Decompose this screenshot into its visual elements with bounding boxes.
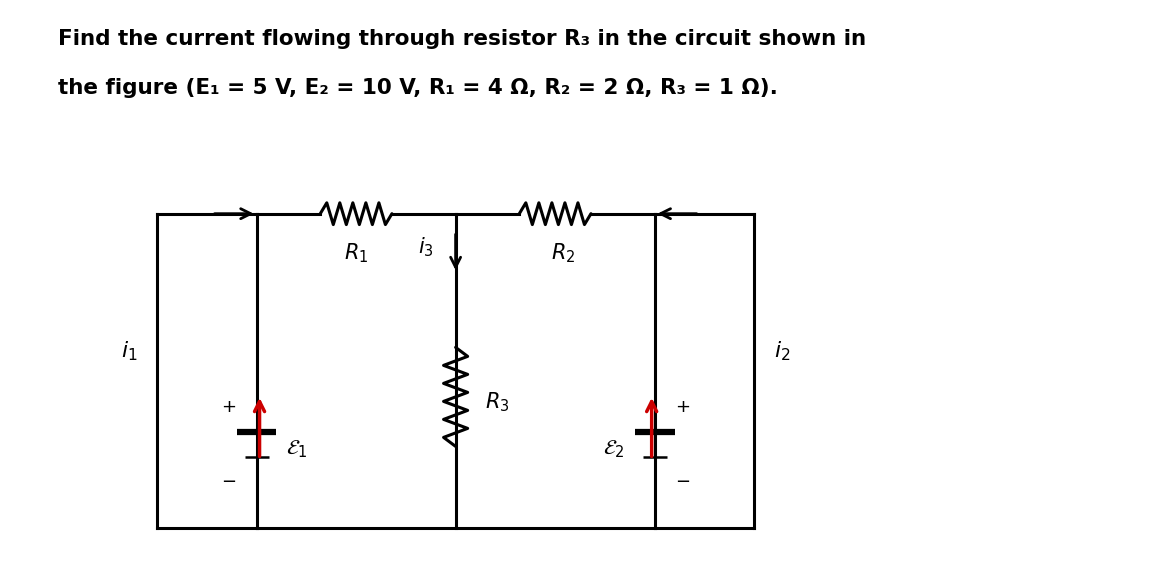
Text: $R_1$: $R_1$ <box>344 241 369 265</box>
Text: $\mathcal{E}_2$: $\mathcal{E}_2$ <box>603 438 624 460</box>
Text: $R_2$: $R_2$ <box>551 241 575 265</box>
Text: $\mathcal{E}_1$: $\mathcal{E}_1$ <box>286 438 308 460</box>
Text: $i_1$: $i_1$ <box>120 339 138 362</box>
Text: +: + <box>222 398 236 416</box>
Text: +: + <box>675 398 690 416</box>
Text: −: − <box>221 473 236 491</box>
Text: the figure (E₁ = 5 V, E₂ = 10 V, R₁ = 4 Ω, R₂ = 2 Ω, R₃ = 1 Ω).: the figure (E₁ = 5 V, E₂ = 10 V, R₁ = 4 … <box>57 78 777 98</box>
Text: $R_3$: $R_3$ <box>485 390 510 414</box>
Text: $i_2$: $i_2$ <box>774 339 790 362</box>
Text: $i_3$: $i_3$ <box>418 236 434 259</box>
Text: −: − <box>675 473 690 491</box>
Text: Find the current flowing through resistor R₃ in the circuit shown in: Find the current flowing through resisto… <box>57 28 866 48</box>
